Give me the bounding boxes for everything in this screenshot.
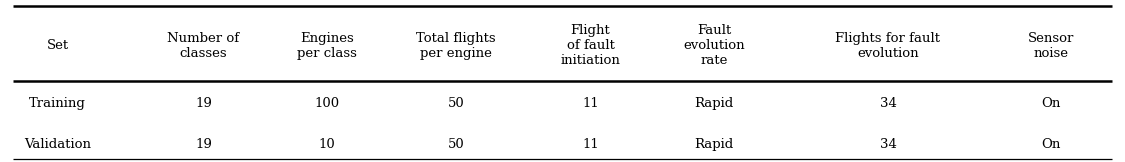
Text: Rapid: Rapid (694, 138, 734, 151)
Text: On: On (1041, 138, 1061, 151)
Text: Fault
evolution
rate: Fault evolution rate (683, 24, 745, 67)
Text: Flights for fault
evolution: Flights for fault evolution (836, 32, 940, 60)
Text: 19: 19 (195, 97, 212, 110)
Text: Sensor
noise: Sensor noise (1027, 32, 1074, 60)
Text: 34: 34 (880, 97, 897, 110)
Text: Rapid: Rapid (694, 97, 734, 110)
Text: Training: Training (29, 97, 86, 110)
Text: Flight
of fault
initiation: Flight of fault initiation (560, 24, 621, 67)
Text: 11: 11 (582, 138, 598, 151)
Text: Engines
per class: Engines per class (297, 32, 357, 60)
Text: 50: 50 (448, 138, 465, 151)
Text: Validation: Validation (24, 138, 91, 151)
Text: Number of
classes: Number of classes (168, 32, 240, 60)
Text: 19: 19 (195, 138, 212, 151)
Text: 10: 10 (318, 138, 335, 151)
Text: Total flights
per engine: Total flights per engine (416, 32, 496, 60)
Text: 50: 50 (448, 97, 465, 110)
Text: 11: 11 (582, 97, 598, 110)
Text: Set: Set (46, 40, 69, 52)
Text: 100: 100 (314, 97, 340, 110)
Text: On: On (1041, 97, 1061, 110)
Text: 34: 34 (880, 138, 897, 151)
